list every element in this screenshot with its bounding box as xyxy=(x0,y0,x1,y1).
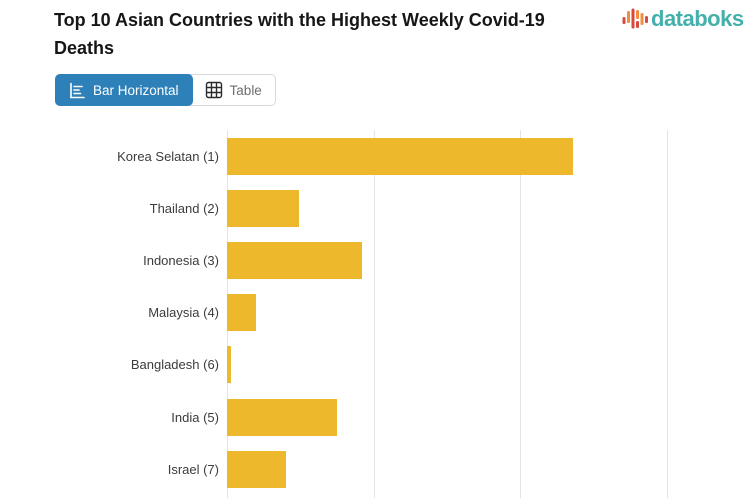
bar-row: Korea Selatan (1) xyxy=(0,138,753,175)
table-icon xyxy=(205,81,223,99)
bar[interactable] xyxy=(227,138,573,175)
bar-label: Israel (7) xyxy=(167,461,219,477)
bar-horizontal-icon xyxy=(69,82,86,99)
databoks-logo-icon xyxy=(622,6,648,32)
gridline xyxy=(666,130,668,498)
bar-row: Thailand (2) xyxy=(0,190,753,228)
bar-label: Bangladesh (6) xyxy=(130,357,219,373)
page-title: Top 10 Asian Countries with the Highest … xyxy=(54,10,545,58)
bar-chart: Korea Selatan (1) Thailand (2) Indonesia (… xyxy=(0,130,753,498)
bar-row: India (5) xyxy=(0,398,753,436)
bar-horizontal-label: Bar Horizontal xyxy=(93,82,179,98)
bar[interactable] xyxy=(227,190,299,228)
bar[interactable] xyxy=(227,242,362,280)
databoks-logo-text: databoks xyxy=(651,6,744,31)
databoks-logo[interactable]: databoks xyxy=(622,6,744,32)
bar-label: India (5) xyxy=(171,409,219,425)
bar[interactable] xyxy=(227,450,286,488)
bar[interactable] xyxy=(227,294,257,332)
bar-horizontal-button[interactable]: Bar Horizontal xyxy=(55,74,193,106)
gridline xyxy=(520,130,521,498)
bar-label: Indonesia (3) xyxy=(143,253,219,269)
bar-row: Malaysia (4) xyxy=(0,294,753,332)
bar-label: Malaysia (4) xyxy=(148,305,219,321)
bar[interactable] xyxy=(227,346,232,384)
view-toggle: Bar Horizontal Table xyxy=(55,74,276,106)
bar[interactable] xyxy=(227,398,337,436)
bar-row: Israel (7) xyxy=(0,450,753,488)
bar-label: Korea Selatan (1) xyxy=(117,149,219,164)
bar-label: Thailand (2) xyxy=(149,201,219,217)
bar-row: Indonesia (3) xyxy=(0,242,753,280)
table-button[interactable]: Table xyxy=(192,75,275,105)
bar-row: Bangladesh (6) xyxy=(0,346,753,384)
table-label: Table xyxy=(229,82,262,98)
gridline xyxy=(373,130,375,498)
